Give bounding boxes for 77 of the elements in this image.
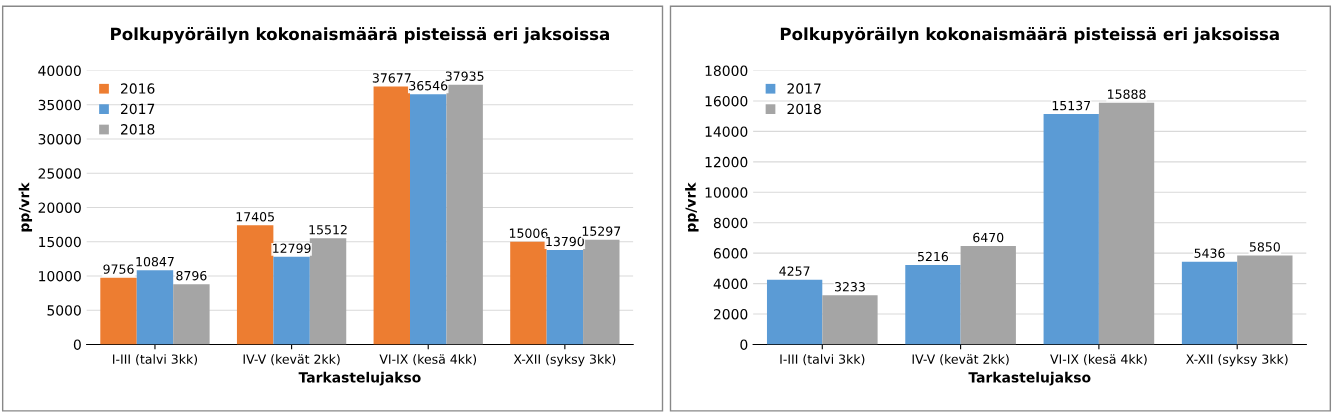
data-label: 9756 bbox=[103, 264, 134, 274]
y-axis-title: pp/vrk bbox=[685, 182, 699, 232]
y-tick-label: 0 bbox=[740, 339, 748, 350]
data-label: 17405 bbox=[236, 212, 274, 222]
data-label: 36546 bbox=[409, 80, 448, 91]
y-tick-label: 16000 bbox=[705, 95, 748, 107]
y-tick-label: 25000 bbox=[38, 168, 81, 179]
bar bbox=[309, 238, 347, 345]
data-label: 5216 bbox=[917, 251, 949, 262]
x-tick-label: X-XII (syksy 3kk) bbox=[513, 354, 616, 367]
x-tick-label: IV-V (kevät 2kk) bbox=[912, 354, 1009, 366]
legend-label: 2017 bbox=[121, 103, 155, 115]
data-label: 37935 bbox=[445, 71, 484, 81]
x-tick-label: X-XII (syksy 3kk) bbox=[1186, 354, 1288, 367]
y-axis-title: pp/vrk bbox=[18, 182, 33, 232]
y-tick-label: 2000 bbox=[713, 308, 748, 320]
bar bbox=[273, 256, 310, 345]
data-label: 15006 bbox=[509, 228, 548, 238]
y-tick-label: 4000 bbox=[713, 278, 748, 290]
y-tick-label: 12000 bbox=[705, 156, 748, 168]
chart-title: Polkupyöräilyn kokonaismäärä pisteissä eri jaksoissa bbox=[111, 27, 609, 44]
y-tick-label: 14000 bbox=[705, 126, 748, 137]
bar bbox=[1181, 261, 1238, 345]
legend-label: 2018 bbox=[787, 103, 821, 115]
y-tick-label: 5000 bbox=[47, 305, 81, 316]
bar bbox=[446, 84, 483, 345]
data-label: 5436 bbox=[1194, 248, 1225, 258]
x-axis-title: Tarkastelujakso bbox=[298, 371, 421, 386]
y-tick-label: 35000 bbox=[38, 99, 81, 111]
y-tick-label: 40000 bbox=[38, 65, 81, 77]
bar bbox=[905, 265, 961, 345]
bar bbox=[510, 241, 547, 345]
data-label: 8796 bbox=[176, 270, 207, 281]
data-label: 15137 bbox=[1052, 100, 1091, 111]
data-label: 37677 bbox=[372, 73, 411, 83]
bar bbox=[410, 94, 447, 345]
data-label: 10847 bbox=[136, 256, 174, 267]
bar bbox=[100, 277, 137, 345]
data-label: 5850 bbox=[1249, 242, 1280, 252]
y-tick-label: 18000 bbox=[705, 65, 748, 77]
data-label: 12799 bbox=[273, 243, 311, 253]
x-axis-title: Tarkastelujakso bbox=[968, 371, 1091, 386]
bar bbox=[173, 284, 210, 345]
y-tick-label: 15000 bbox=[39, 236, 81, 248]
bar bbox=[136, 270, 174, 345]
data-label: 15888 bbox=[1108, 89, 1146, 99]
legend-label: 2018 bbox=[121, 124, 155, 135]
y-tick-label: 10000 bbox=[39, 270, 81, 282]
y-tick-label: 0 bbox=[73, 339, 81, 350]
x-tick-label: I-III (talvi 3kk) bbox=[113, 354, 198, 366]
y-tick-label: 8000 bbox=[713, 217, 748, 229]
bar bbox=[960, 246, 1016, 345]
bar bbox=[373, 86, 411, 345]
data-label: 15297 bbox=[582, 226, 621, 236]
data-label: 13790 bbox=[546, 236, 584, 247]
legend-label: 2016 bbox=[121, 83, 155, 94]
bar bbox=[1043, 114, 1099, 345]
x-tick-label: VI-IX (kesä 4kk) bbox=[379, 354, 477, 366]
y-tick-label: 20000 bbox=[38, 202, 81, 213]
data-label: 15512 bbox=[309, 224, 347, 235]
bar bbox=[583, 239, 620, 345]
y-tick-label: 6000 bbox=[713, 248, 748, 259]
legend-label: 2017 bbox=[787, 83, 821, 94]
chart-title: Polkupyöräilyn kokonaismäärä pisteissä eri jaksoissa bbox=[780, 27, 1279, 44]
x-tick-label: IV-V (kevät 2kk) bbox=[243, 354, 340, 366]
y-tick-label: 10000 bbox=[705, 187, 748, 198]
bar bbox=[236, 225, 274, 345]
y-tick-label: 30000 bbox=[38, 133, 81, 145]
x-tick-label: I-III (talvi 3kk) bbox=[780, 354, 865, 366]
data-label: 4257 bbox=[779, 266, 810, 276]
data-label: 6470 bbox=[973, 232, 1004, 243]
bar bbox=[822, 295, 878, 345]
bar bbox=[766, 279, 823, 345]
bar bbox=[546, 250, 584, 345]
data-label: 3233 bbox=[835, 281, 865, 292]
bar bbox=[1098, 102, 1155, 345]
x-tick-label: VI-IX (kesä 4kk) bbox=[1050, 354, 1147, 366]
